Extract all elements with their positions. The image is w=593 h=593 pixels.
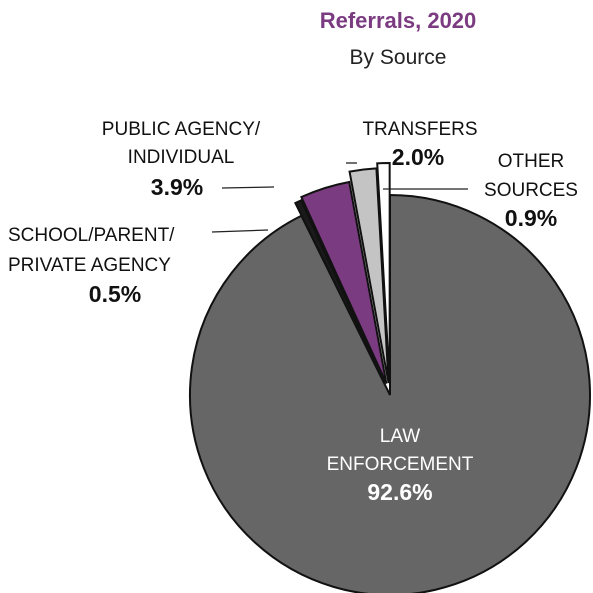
slice-label-transfers: TRANSFERS — [362, 119, 477, 140]
slice-label-school-parent-2: PRIVATE AGENCY — [8, 255, 171, 276]
slice-other-sources — [376, 162, 391, 384]
chart-title: Referrals, 2020 — [320, 8, 477, 33]
slice-pct-other-sources: 0.9% — [505, 205, 557, 231]
slice-label-public-agency-2: INDIVIDUAL — [128, 147, 235, 168]
slice-pct-school-parent: 0.5% — [89, 281, 141, 307]
slice-label-public-agency-1: PUBLIC AGENCY/ — [102, 119, 261, 140]
leader-line-public-agency — [221, 186, 275, 189]
slice-label-other-sources-2: SOURCES — [484, 180, 578, 201]
slice-pct-law-enforcement: 92.6% — [367, 479, 432, 505]
chart-subtitle: By Source — [350, 46, 447, 69]
slice-pct-public-agency: 3.9% — [151, 174, 203, 200]
slice-label-school-parent-1: SCHOOL/PARENT/ — [8, 225, 175, 246]
leader-line-school-parent — [211, 229, 269, 233]
slice-law-enforcement — [189, 193, 591, 593]
slice-pct-transfers: 2.0% — [392, 144, 444, 170]
slice-label-other-sources-1: OTHER — [498, 151, 565, 172]
slice-transfers — [348, 167, 390, 384]
slice-label-law-enforcement-2: ENFORCEMENT — [327, 454, 474, 475]
slice-public-agency — [300, 180, 388, 384]
slice-label-law-enforcement-1: LAW — [380, 426, 421, 447]
slice-school-parent — [294, 199, 385, 383]
